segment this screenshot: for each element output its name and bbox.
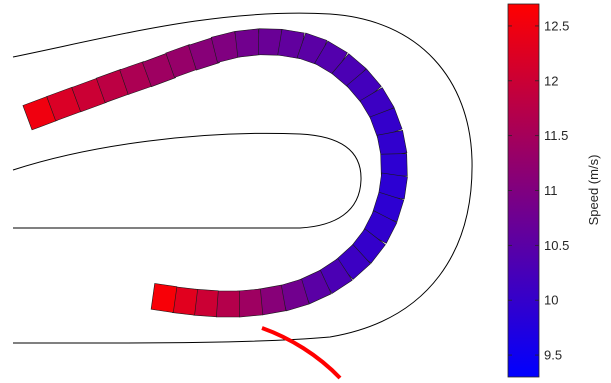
speed-segments bbox=[22, 28, 408, 318]
colorbar-tick-label: 9.5 bbox=[544, 348, 562, 363]
colorbar-tick-label: 12 bbox=[544, 73, 558, 88]
colorbar-ticks: 9.5 10 10.5 11 11.5 12 12.5 bbox=[508, 18, 569, 363]
speed-segment bbox=[380, 153, 408, 177]
speed-segment bbox=[278, 278, 310, 312]
speed-segment bbox=[331, 53, 367, 89]
colorbar-tick-label: 10 bbox=[544, 293, 558, 308]
speed-segment bbox=[150, 283, 178, 313]
track-inner-boundary-upper bbox=[12, 132, 362, 229]
speed-segment bbox=[277, 28, 305, 60]
speed-segment bbox=[298, 269, 332, 305]
speed-segment bbox=[376, 130, 408, 158]
speed-segment bbox=[346, 68, 382, 104]
track-outer-boundary bbox=[12, 12, 473, 344]
track-outlines bbox=[12, 12, 473, 344]
speed-segment bbox=[210, 31, 242, 63]
speed-segment bbox=[335, 244, 371, 280]
speed-segment bbox=[234, 28, 262, 58]
trajectory-line bbox=[261, 326, 342, 380]
speed-segment bbox=[350, 228, 386, 264]
colorbar-tick-label: 11.5 bbox=[544, 128, 568, 143]
speed-segment bbox=[236, 288, 264, 318]
colorbar-label: Speed (m/s) bbox=[586, 155, 601, 226]
colorbar: 9.5 10 10.5 11 11.5 12 12.5 Speed (m/s) bbox=[507, 3, 601, 378]
colorbar-tick-label: 10.5 bbox=[544, 238, 569, 253]
colorbar-tick-label: 12.5 bbox=[544, 18, 569, 33]
speed-segment bbox=[369, 107, 403, 139]
speed-segment bbox=[216, 290, 240, 318]
speed-segment bbox=[165, 44, 199, 78]
colorbar-tick-label: 11 bbox=[544, 183, 558, 198]
speed-segment bbox=[378, 172, 408, 200]
colorbar-gradient bbox=[507, 3, 540, 378]
